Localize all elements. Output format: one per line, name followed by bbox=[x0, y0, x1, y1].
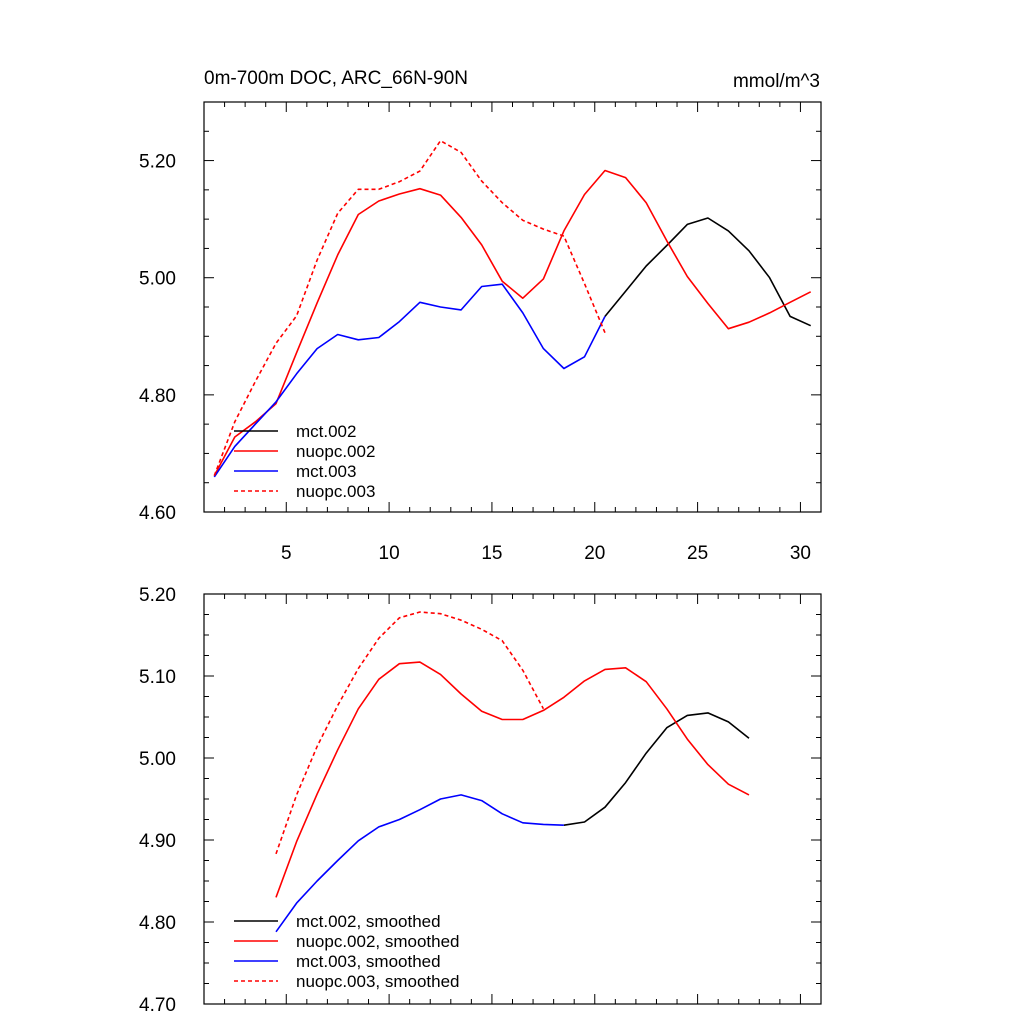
legend-label: nuopc.003, smoothed bbox=[296, 972, 460, 991]
series-lines bbox=[275, 611, 750, 933]
y-tick-label: 4.60 bbox=[139, 503, 176, 524]
series-line-mct-003-smoothed bbox=[275, 794, 564, 933]
legend-label: nuopc.002 bbox=[296, 442, 375, 461]
y-tick-label: 4.80 bbox=[139, 913, 176, 934]
legend-label: mct.003, smoothed bbox=[296, 952, 441, 971]
y-tick-label: 5.00 bbox=[139, 749, 176, 770]
axis-tick-labels: 5 10 15 20 25 30 4.60 4.80 5.00 5.20 bbox=[139, 152, 811, 564]
legend-label: nuopc.003 bbox=[296, 482, 375, 501]
y-tick-label: 5.20 bbox=[139, 152, 176, 173]
x-tick-label: 15 bbox=[481, 543, 502, 564]
series-line-nuopc-002-smoothed bbox=[275, 661, 750, 898]
legend-label: mct.002 bbox=[296, 422, 356, 441]
x-tick-label: 30 bbox=[790, 543, 811, 564]
legend-label: nuopc.002, smoothed bbox=[296, 932, 460, 951]
chart-title: 0m-700m DOC, ARC_66N-90N bbox=[204, 68, 468, 89]
x-tick-label: 5 bbox=[281, 543, 292, 564]
x-tick-label: 10 bbox=[379, 543, 400, 564]
x-tick-label: 25 bbox=[687, 543, 708, 564]
x-tick-label: 20 bbox=[584, 543, 605, 564]
axis-ticks bbox=[203, 593, 822, 1005]
y-tick-label: 4.80 bbox=[139, 386, 176, 407]
series-line-mct-002-smoothed bbox=[563, 712, 750, 826]
series-line-nuopc-002 bbox=[213, 169, 812, 477]
bottom-panel: 4.70 4.80 4.90 5.00 5.10 5.20 mct.002, smooth… bbox=[139, 585, 822, 1016]
series-line-nuopc-003-smoothed bbox=[275, 611, 545, 855]
series-lines bbox=[213, 139, 812, 478]
top-panel: 0m-700m DOC, ARC_66N-90N mmol/m^3 5 10 15 2… bbox=[139, 68, 822, 564]
y-tick-label: 5.00 bbox=[139, 269, 176, 290]
y-tick-label: 4.70 bbox=[139, 995, 176, 1016]
axis-tick-labels: 4.70 4.80 4.90 5.00 5.10 5.20 bbox=[139, 585, 176, 1016]
series-line-mct-002 bbox=[604, 217, 812, 327]
legend-label: mct.002, smoothed bbox=[296, 912, 441, 931]
y-tick-label: 5.10 bbox=[139, 667, 176, 688]
axis-ticks bbox=[203, 101, 822, 513]
y-tick-label: 5.20 bbox=[139, 585, 176, 606]
series-line-mct-003 bbox=[213, 283, 606, 478]
legend-label: mct.003 bbox=[296, 462, 356, 481]
units-label: mmol/m^3 bbox=[733, 71, 820, 92]
y-tick-label: 4.90 bbox=[139, 831, 176, 852]
